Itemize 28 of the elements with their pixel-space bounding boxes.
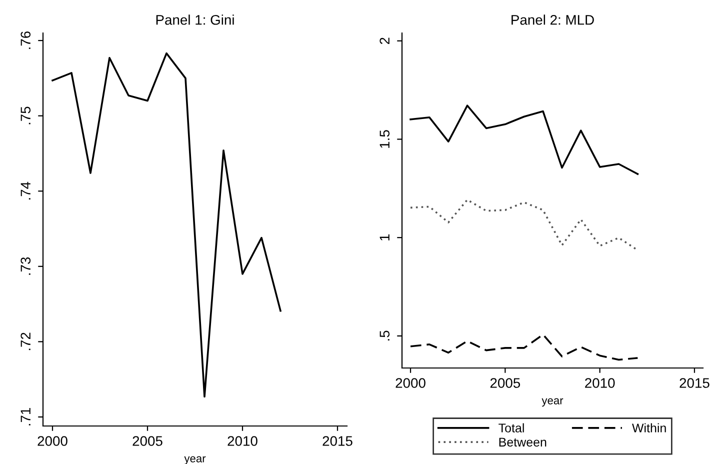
x-tick-label: 2015 [680, 378, 710, 388]
x-tick-label: 2005 [132, 436, 162, 446]
legend-label: Between [499, 438, 546, 447]
x-tick-label: 2010 [585, 378, 615, 388]
y-tick-label: .72 [20, 332, 30, 350]
y-tick-label: 1.5 [380, 130, 390, 148]
line-series [410, 104, 639, 175]
line-series [52, 52, 282, 398]
y-tick-label: .5 [380, 330, 390, 340]
y-tick-label: .73 [20, 257, 31, 275]
legend-label: Total [498, 423, 524, 432]
y-tick-label: .71 [20, 408, 30, 426]
x-tick-label: 2005 [490, 378, 520, 388]
legend-label: Within [632, 423, 666, 432]
chart-title: Panel 2: MLD [512, 14, 594, 25]
y-tick-label: 1 [380, 234, 390, 240]
x-tick-label: 2000 [396, 378, 426, 388]
x-axis-title: year [542, 398, 564, 407]
y-tick-label: .76 [20, 31, 31, 49]
y-tick-label: .74 [20, 182, 30, 200]
chart-title: Panel 1: Gini [156, 14, 234, 25]
x-tick-label: 2015 [322, 436, 352, 446]
y-tick-label: .75 [20, 106, 31, 124]
line-series [410, 198, 639, 252]
y-tick-label: 2 [380, 38, 390, 44]
x-tick-label: 2000 [38, 436, 68, 446]
x-tick-label: 2010 [228, 436, 258, 446]
line-series [410, 334, 639, 361]
